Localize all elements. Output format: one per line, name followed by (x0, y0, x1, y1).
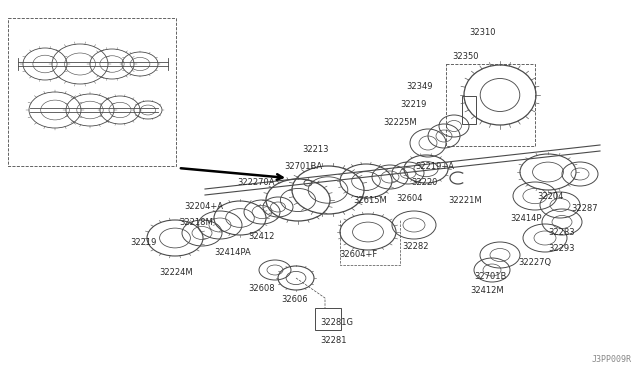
Bar (462, 96, 476, 124)
Text: 32219: 32219 (130, 238, 156, 247)
Text: 32281: 32281 (321, 336, 348, 345)
Text: 32204: 32204 (537, 192, 563, 201)
Bar (315, 308, 341, 330)
Text: 32412M: 32412M (470, 286, 504, 295)
Text: 32282: 32282 (403, 242, 429, 251)
Text: 32227Q: 32227Q (518, 258, 552, 267)
Text: 32224M: 32224M (159, 268, 193, 277)
Text: 32225M: 32225M (383, 118, 417, 127)
Bar (8, 18, 176, 166)
Text: 32414PA: 32414PA (214, 248, 252, 257)
Text: 32701B: 32701B (474, 272, 506, 281)
Text: J3PP009R: J3PP009R (592, 355, 632, 364)
Text: 32204+A: 32204+A (184, 202, 223, 211)
Text: 32287: 32287 (572, 204, 598, 213)
Text: 32219: 32219 (400, 100, 426, 109)
Text: 32414P: 32414P (510, 214, 541, 223)
Text: 32281G: 32281G (321, 318, 353, 327)
Text: 32615M: 32615M (353, 196, 387, 205)
Text: 32218M: 32218M (179, 218, 213, 227)
Text: 32221M: 32221M (448, 196, 482, 205)
Text: 32220: 32220 (411, 178, 437, 187)
Text: 32213: 32213 (303, 145, 329, 154)
Text: 32412: 32412 (248, 232, 274, 241)
Text: 32350: 32350 (452, 52, 479, 61)
Text: 32604: 32604 (397, 194, 423, 203)
Bar (446, 64, 535, 146)
Text: 32219+A: 32219+A (415, 162, 454, 171)
Text: 322270A: 322270A (237, 178, 275, 187)
Text: 32283: 32283 (548, 228, 575, 237)
Text: 32604+F: 32604+F (339, 250, 377, 259)
Text: 32608: 32608 (249, 284, 275, 293)
Text: 32293: 32293 (548, 244, 575, 253)
Text: 32310: 32310 (470, 28, 496, 37)
Text: 32606: 32606 (282, 295, 308, 304)
Text: 32349: 32349 (407, 82, 433, 91)
Text: 32701BA: 32701BA (284, 162, 322, 171)
